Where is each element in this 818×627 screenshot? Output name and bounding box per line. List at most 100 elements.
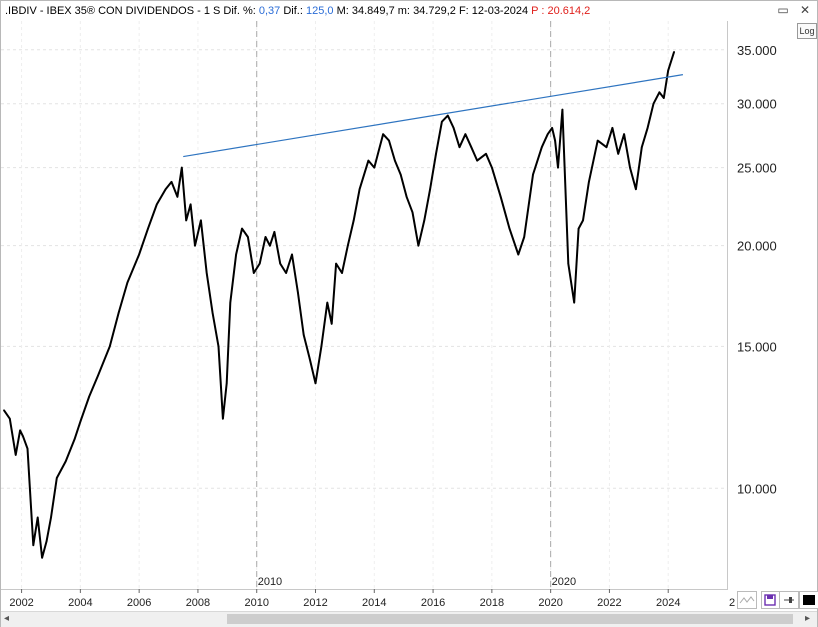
price-point [658, 91, 661, 94]
price-series-line [3, 51, 676, 559]
log-scale-button[interactable]: Log [797, 23, 817, 39]
x-tick-label: 2020 [538, 597, 562, 609]
price-point [582, 219, 584, 222]
price-point [176, 195, 179, 198]
pin-icon[interactable] [779, 591, 799, 609]
price-point [577, 227, 580, 230]
price-point [88, 395, 90, 398]
price-point [302, 334, 305, 336]
price-point [605, 146, 608, 148]
price-point [352, 219, 355, 222]
scroll-right-icon[interactable]: ▸ [805, 613, 811, 624]
price-point [194, 244, 196, 247]
difpct-value: 0,37 [258, 5, 281, 17]
quote-header: .IBDIV - IBEX 35® CON DIVIDENDOS - 1 S D… [1, 1, 775, 21]
price-chart: 10.000 15.000 20.000 25.000 30.000 35.000 2002… [1, 21, 777, 609]
price-point [252, 272, 255, 274]
x-tick-label: 2022 [597, 597, 621, 609]
scroll-left-icon[interactable]: ◂ [4, 613, 10, 624]
y-tick-label: 35.000 [737, 43, 777, 58]
price-point [320, 345, 323, 348]
price-point [297, 291, 299, 294]
price-point [388, 139, 390, 142]
price-point [314, 382, 317, 385]
price-point [417, 244, 420, 247]
price-point [663, 97, 665, 99]
price-point [476, 159, 478, 162]
scrollbar-thumb[interactable] [227, 614, 793, 624]
plot-area[interactable] [1, 21, 728, 590]
price-point [629, 166, 631, 169]
price-point [341, 272, 343, 274]
price-point [532, 173, 534, 176]
price-point [573, 301, 575, 304]
price-point [551, 127, 553, 129]
price-point [373, 166, 376, 169]
price-point [241, 227, 243, 230]
price-point [646, 127, 649, 129]
save-icon[interactable] [761, 591, 781, 609]
price-point [394, 159, 396, 162]
y-tick-label: 10.000 [737, 481, 777, 496]
price-point [464, 133, 467, 136]
price-point [126, 281, 129, 284]
close-icon[interactable]: ✕ [799, 3, 811, 17]
price-point [382, 133, 384, 136]
price-point [26, 447, 29, 450]
price-point [258, 262, 261, 265]
price-point [667, 69, 670, 72]
price-point [64, 460, 67, 463]
x-tick-label: 2 [729, 597, 735, 609]
price-point [269, 244, 271, 247]
price-point [164, 188, 167, 191]
x-tick-label: 2014 [362, 597, 386, 609]
price-point [97, 374, 99, 377]
price-point [523, 236, 525, 238]
x-tick-label: 2008 [186, 597, 210, 609]
price-point [279, 262, 282, 265]
price-point [596, 139, 599, 142]
max-value: 34.849,7 [351, 5, 395, 17]
zigzag-icon[interactable] [737, 591, 757, 609]
x-tick-label: 2010 [244, 597, 268, 609]
price-point [108, 345, 111, 348]
price-point [429, 188, 431, 191]
price-point [673, 50, 675, 53]
price-point [508, 227, 511, 230]
price-point [155, 203, 158, 206]
x-tick-label: 2002 [9, 597, 33, 609]
price-point [367, 159, 370, 162]
price-point [541, 146, 543, 148]
price-point [285, 272, 287, 274]
price-point [358, 188, 361, 191]
price-point [273, 231, 276, 233]
price-point [326, 301, 329, 304]
min-value: 34.729,2 [413, 5, 456, 17]
price-point [652, 102, 655, 105]
y-tick-label: 25.000 [737, 161, 777, 176]
price-point [499, 195, 502, 198]
date-value: 12-03-2024 [471, 5, 529, 17]
price-point [554, 139, 556, 142]
restore-icon[interactable]: ▭ [777, 3, 789, 17]
price-point [458, 146, 461, 148]
price-point [446, 114, 449, 117]
price-point [491, 166, 493, 169]
color-swatch-icon[interactable] [799, 591, 818, 609]
price-point [217, 345, 220, 348]
date-label: F: [458, 5, 469, 17]
price-point [347, 244, 349, 247]
x-tick-label: 2012 [303, 597, 327, 609]
price-point [56, 477, 58, 479]
price-point [9, 417, 11, 420]
price-point [147, 227, 149, 230]
price-point [517, 253, 520, 256]
p-label: P : [531, 5, 545, 17]
price-point [485, 153, 487, 155]
price-point [200, 219, 202, 222]
price-point [229, 301, 232, 304]
y-tick-label: 15.000 [737, 339, 777, 354]
price-point [50, 516, 52, 519]
price-point [41, 556, 43, 559]
